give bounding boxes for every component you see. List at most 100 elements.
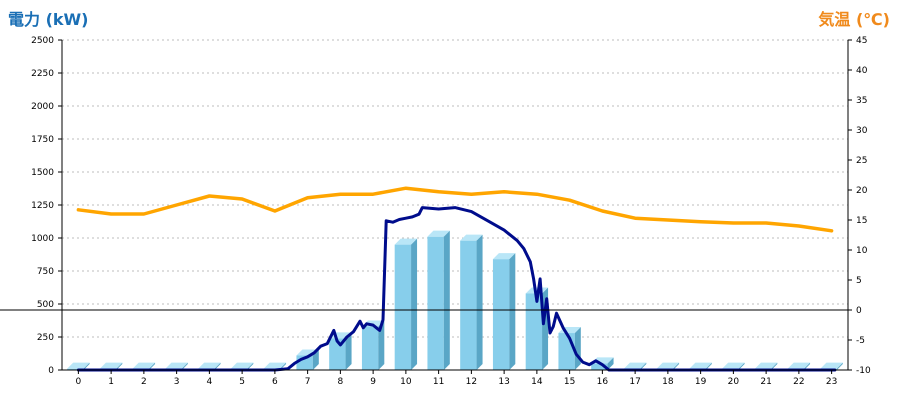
- left-tick-label: 1000: [31, 234, 54, 244]
- power-bar: [558, 327, 581, 370]
- x-tick-label: 15: [564, 377, 575, 387]
- right-tick-label: -10: [856, 366, 871, 376]
- bar-side: [345, 332, 352, 370]
- right-tick-label: 10: [856, 246, 868, 256]
- power-bar: [427, 230, 450, 370]
- bar-front: [460, 240, 477, 370]
- power-bar: [492, 253, 516, 370]
- bar-top: [99, 362, 123, 369]
- bar-side: [836, 362, 843, 370]
- power-bar: [361, 320, 385, 370]
- left-tick-label: 2000: [31, 102, 54, 112]
- x-tick-label: 22: [793, 377, 804, 387]
- left-tick-label: 500: [37, 300, 54, 310]
- right-tick-label: 40: [856, 66, 868, 76]
- bar-side: [83, 362, 90, 370]
- right-tick-label: 45: [856, 36, 867, 46]
- bar-side: [705, 362, 712, 370]
- x-tick-label: 13: [498, 377, 509, 387]
- bar-top: [165, 362, 188, 369]
- power-bar: [394, 238, 418, 370]
- bar-side: [411, 238, 418, 370]
- left-tick-label: 1750: [31, 135, 54, 145]
- left-tick-label: 1500: [31, 168, 54, 178]
- bar-side: [378, 320, 385, 370]
- x-tick-label: 10: [400, 377, 412, 387]
- right-tick-label: 25: [856, 156, 867, 166]
- left-tick-label: 0: [48, 366, 54, 376]
- bar-side: [247, 362, 254, 370]
- right-tick-label: 5: [856, 276, 862, 286]
- bar-side: [640, 362, 647, 370]
- bar-top: [230, 362, 254, 369]
- power-bar: [329, 332, 352, 370]
- bar-side: [607, 357, 614, 370]
- x-tick-label: 18: [662, 377, 674, 387]
- left-tick-label: 2250: [31, 69, 54, 79]
- bar-front: [361, 326, 379, 370]
- bar-top: [263, 362, 287, 369]
- axes: 02505007501000125015001750200022502500-1…: [0, 36, 871, 387]
- power-bar: [460, 234, 483, 370]
- bar-top: [460, 234, 483, 241]
- bar-top: [722, 362, 745, 369]
- bar-side: [574, 327, 581, 370]
- bar-top: [656, 362, 680, 369]
- right-tick-label: 35: [856, 96, 867, 106]
- left-tick-label: 250: [37, 333, 54, 343]
- grid-lines: [62, 39, 848, 338]
- x-tick-label: 16: [597, 377, 609, 387]
- x-tick-label: 14: [531, 377, 543, 387]
- x-tick-label: 7: [305, 377, 311, 387]
- x-tick-label: 17: [629, 377, 640, 387]
- right-tick-label: 30: [856, 126, 868, 136]
- x-tick-label: 21: [760, 377, 771, 387]
- x-tick-label: 12: [466, 377, 477, 387]
- x-tick-label: 11: [433, 377, 444, 387]
- bar-top: [754, 362, 778, 369]
- bar-front: [329, 338, 346, 370]
- power-bars: [67, 230, 843, 370]
- bar-top: [820, 362, 843, 369]
- bar-side: [443, 230, 450, 370]
- right-tick-label: 0: [856, 306, 862, 316]
- bar-top: [492, 253, 516, 260]
- bar-top: [623, 362, 647, 369]
- temperature-line: [76, 186, 834, 233]
- bar-side: [738, 362, 745, 370]
- lines: [76, 186, 837, 372]
- x-tick-label: 20: [728, 377, 740, 387]
- x-tick-label: 6: [272, 377, 278, 387]
- bar-front: [591, 363, 608, 370]
- power-line: [76, 206, 837, 372]
- bar-front: [67, 368, 84, 370]
- bar-top: [67, 362, 90, 369]
- x-tick-label: 8: [338, 377, 344, 387]
- bar-front: [394, 244, 412, 370]
- x-tick-label: 9: [370, 377, 376, 387]
- bar-side: [214, 362, 221, 370]
- bar-side: [149, 362, 156, 370]
- right-tick-label: 20: [856, 186, 868, 196]
- left-tick-label: 750: [37, 267, 54, 277]
- bar-side: [312, 349, 319, 370]
- bar-top: [394, 238, 418, 245]
- bar-top: [787, 362, 811, 369]
- bar-side: [116, 362, 123, 370]
- x-tick-label: 23: [826, 377, 837, 387]
- bar-front: [427, 236, 444, 370]
- bar-side: [771, 362, 778, 370]
- right-axis-title: 気温 (℃): [818, 10, 890, 29]
- x-tick-label: 19: [695, 377, 707, 387]
- bar-side: [509, 253, 516, 370]
- bar-side: [181, 362, 188, 370]
- x-tick-label: 3: [174, 377, 180, 387]
- bar-top: [132, 362, 156, 369]
- bar-side: [476, 234, 483, 370]
- power-bar: [67, 362, 90, 370]
- bar-top: [689, 362, 712, 369]
- bar-side: [673, 362, 680, 370]
- x-tick-label: 4: [207, 377, 213, 387]
